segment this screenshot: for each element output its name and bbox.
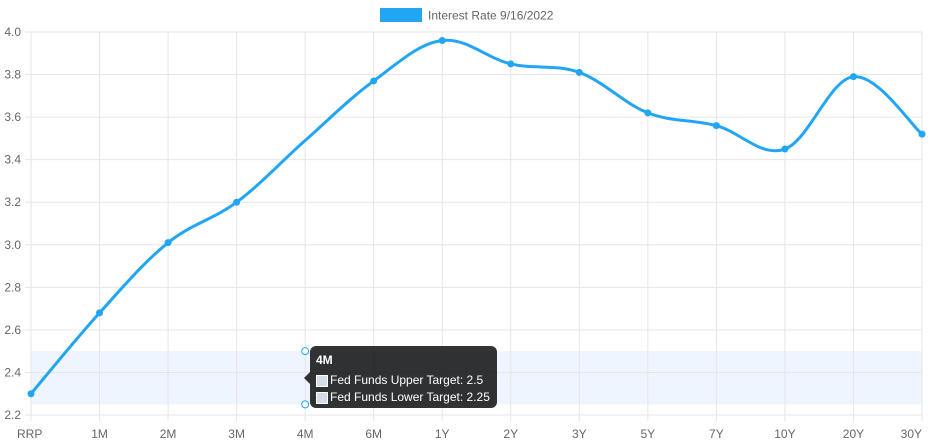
x-tick-label: 30Y [901, 427, 922, 441]
tooltip-row-lower: Fed Funds Lower Target: 2.25 [316, 389, 491, 406]
tooltip-upper-text: Fed Funds Upper Target: 2.5 [330, 373, 484, 387]
y-tick-label: 3.2 [4, 195, 21, 209]
y-tick-label: 2.2 [4, 408, 21, 422]
tooltip-swatch [316, 391, 328, 404]
data-point[interactable] [27, 390, 35, 398]
x-tick-label: 1Y [435, 427, 450, 441]
x-tick-label: 10Y [774, 427, 795, 441]
data-point[interactable] [438, 37, 446, 45]
y-tick-label: 2.4 [4, 365, 21, 379]
y-tick-label: 3.4 [4, 153, 21, 167]
data-points[interactable] [27, 37, 926, 398]
series-line-group [29, 38, 924, 396]
legend-swatch [380, 8, 422, 22]
x-tick-label: 3Y [572, 427, 587, 441]
data-point[interactable] [507, 60, 515, 68]
x-axis: RRP 1M 2M 3M 4M 6M 1Y 2Y 3Y 5Y 7Y 10Y 20Y 30Y [17, 427, 922, 441]
data-point[interactable] [370, 77, 378, 85]
x-tick-label: 7Y [709, 427, 724, 441]
y-tick-label: 4.0 [4, 25, 21, 39]
data-point[interactable] [233, 198, 241, 206]
band-hover-point [301, 400, 310, 409]
x-tick-label: 2M [160, 427, 177, 441]
y-tick-label: 2.8 [4, 280, 21, 294]
tooltip-title: 4M [316, 353, 333, 367]
data-point[interactable] [644, 109, 652, 117]
data-point[interactable] [575, 68, 583, 76]
legend[interactable]: Interest Rate 9/16/2022 [380, 8, 554, 23]
y-tick-label: 2.6 [4, 323, 21, 337]
legend-label: Interest Rate 9/16/2022 [428, 9, 554, 23]
data-point[interactable] [918, 130, 926, 138]
x-tick-label: 5Y [641, 427, 656, 441]
band-hover-point [301, 347, 310, 356]
x-tick-label: 20Y [843, 427, 864, 441]
data-point[interactable] [712, 122, 720, 130]
tooltip-swatch [316, 374, 328, 387]
x-tick-label: 1M [91, 427, 108, 441]
y-tick-label: 3.0 [4, 238, 21, 252]
x-tick-label: 2Y [503, 427, 518, 441]
data-point[interactable] [781, 145, 789, 153]
data-point[interactable] [96, 309, 104, 317]
x-tick-label: 3M [228, 427, 245, 441]
x-tick-label: 4M [297, 427, 314, 441]
hover-markers [301, 347, 310, 409]
y-tick-label: 3.6 [4, 110, 21, 124]
y-axis: 2.2 2.4 2.6 2.8 3.0 3.2 3.4 3.6 3.8 4.0 [4, 25, 21, 422]
x-tick-label: RRP [17, 427, 42, 441]
x-tick-label: 6M [365, 427, 382, 441]
data-point[interactable] [164, 239, 172, 247]
series-line [29, 38, 924, 396]
tooltip-row-upper: Fed Funds Upper Target: 2.5 [316, 372, 491, 389]
tooltip: 4M Fed Funds Upper Target: 2.5 Fed Funds… [304, 346, 497, 408]
y-tick-label: 3.8 [4, 68, 21, 82]
tooltip-lower-text: Fed Funds Lower Target: 2.25 [330, 390, 490, 404]
grid [25, 31, 923, 421]
data-point[interactable] [849, 73, 857, 81]
